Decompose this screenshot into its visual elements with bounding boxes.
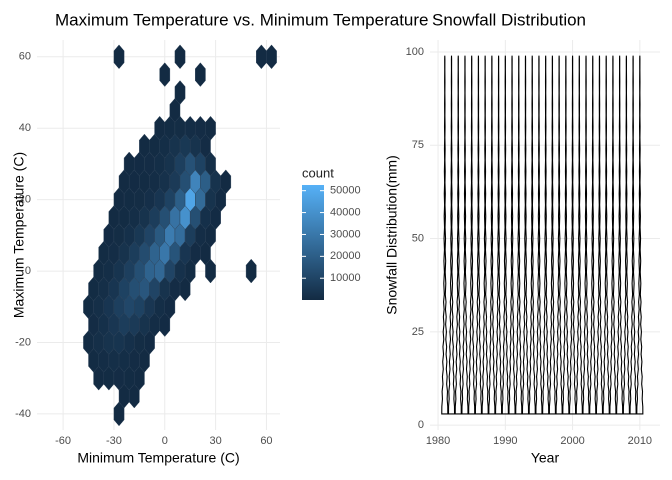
x-axis-title: Year <box>531 450 560 466</box>
y-tick-label: 50 <box>412 232 424 244</box>
x-tick-label: 0 <box>162 435 168 447</box>
x-tick-label: 2010 <box>628 435 652 447</box>
violin <box>602 55 610 415</box>
hexbin-cell <box>159 62 171 87</box>
violin <box>555 55 563 415</box>
violin <box>521 55 530 415</box>
legend-tick-label: 40000 <box>330 206 361 218</box>
violin <box>568 55 577 415</box>
hexbin-cell <box>245 258 257 284</box>
y-tick-label: 20 <box>19 194 31 206</box>
y-tick-label: -40 <box>15 408 31 420</box>
violin <box>481 55 489 415</box>
y-tick-label: 0 <box>25 265 31 277</box>
violin <box>542 55 550 415</box>
violin <box>461 55 469 415</box>
hexbin-cell <box>205 116 216 141</box>
violin <box>595 55 604 415</box>
violin <box>562 55 570 415</box>
violin <box>582 55 590 415</box>
violin <box>508 55 516 415</box>
x-axis-title: Minimum Temperature (C) <box>77 450 239 466</box>
x-tick-label: -30 <box>106 435 122 447</box>
x-tick-label: 2000 <box>560 435 584 447</box>
violin <box>468 55 476 415</box>
legend-tick-label: 10000 <box>330 272 361 284</box>
y-axis-title: Maximum Temperature (C) <box>11 152 27 318</box>
y-tick-label: 40 <box>19 122 31 134</box>
violin <box>515 55 523 415</box>
colorbar <box>302 185 324 300</box>
violin <box>575 55 583 415</box>
y-tick-label: -20 <box>15 336 31 348</box>
violin <box>454 55 462 415</box>
y-axis-title: Snowfall Distribution(mm) <box>384 155 400 314</box>
legend-tick-label: 20000 <box>330 250 361 262</box>
hexbin-cell <box>266 44 277 69</box>
hexbin-cell <box>174 44 186 69</box>
violin <box>548 55 556 415</box>
violin <box>528 55 536 415</box>
hexbin-cell <box>174 80 186 105</box>
chart-title: Snowfall Distribution <box>432 10 586 29</box>
y-tick-label: 0 <box>418 419 424 431</box>
violin <box>636 55 644 415</box>
violin <box>501 55 509 415</box>
chart-title: Maximum Temperature vs. Minimum Temperat… <box>55 10 429 29</box>
violin <box>535 55 543 415</box>
violin <box>447 55 456 415</box>
violin <box>488 55 496 415</box>
violin <box>441 55 449 415</box>
x-tick-label: 60 <box>260 435 272 447</box>
violin <box>495 55 503 415</box>
legend-tick-label: 50000 <box>330 185 361 197</box>
hexbin-cell <box>220 169 232 194</box>
x-tick-label: 1980 <box>426 435 450 447</box>
violin <box>474 55 483 415</box>
legend-title: count <box>302 165 334 180</box>
x-tick-label: 1990 <box>493 435 517 447</box>
y-tick-label: 60 <box>19 51 31 63</box>
x-tick-label: 30 <box>209 435 221 447</box>
hexbin-cell <box>195 62 206 87</box>
y-tick-label: 75 <box>412 139 424 151</box>
violin <box>616 55 624 415</box>
legend-tick-label: 30000 <box>330 228 361 240</box>
hexbin-cell <box>113 44 125 69</box>
violin <box>622 55 630 415</box>
x-tick-label: -60 <box>55 435 71 447</box>
violin <box>609 55 617 415</box>
y-tick-label: 25 <box>412 326 424 338</box>
violin <box>589 55 597 415</box>
y-tick-label: 100 <box>406 46 424 58</box>
violin <box>629 55 637 415</box>
hexbin-cell <box>256 44 267 69</box>
